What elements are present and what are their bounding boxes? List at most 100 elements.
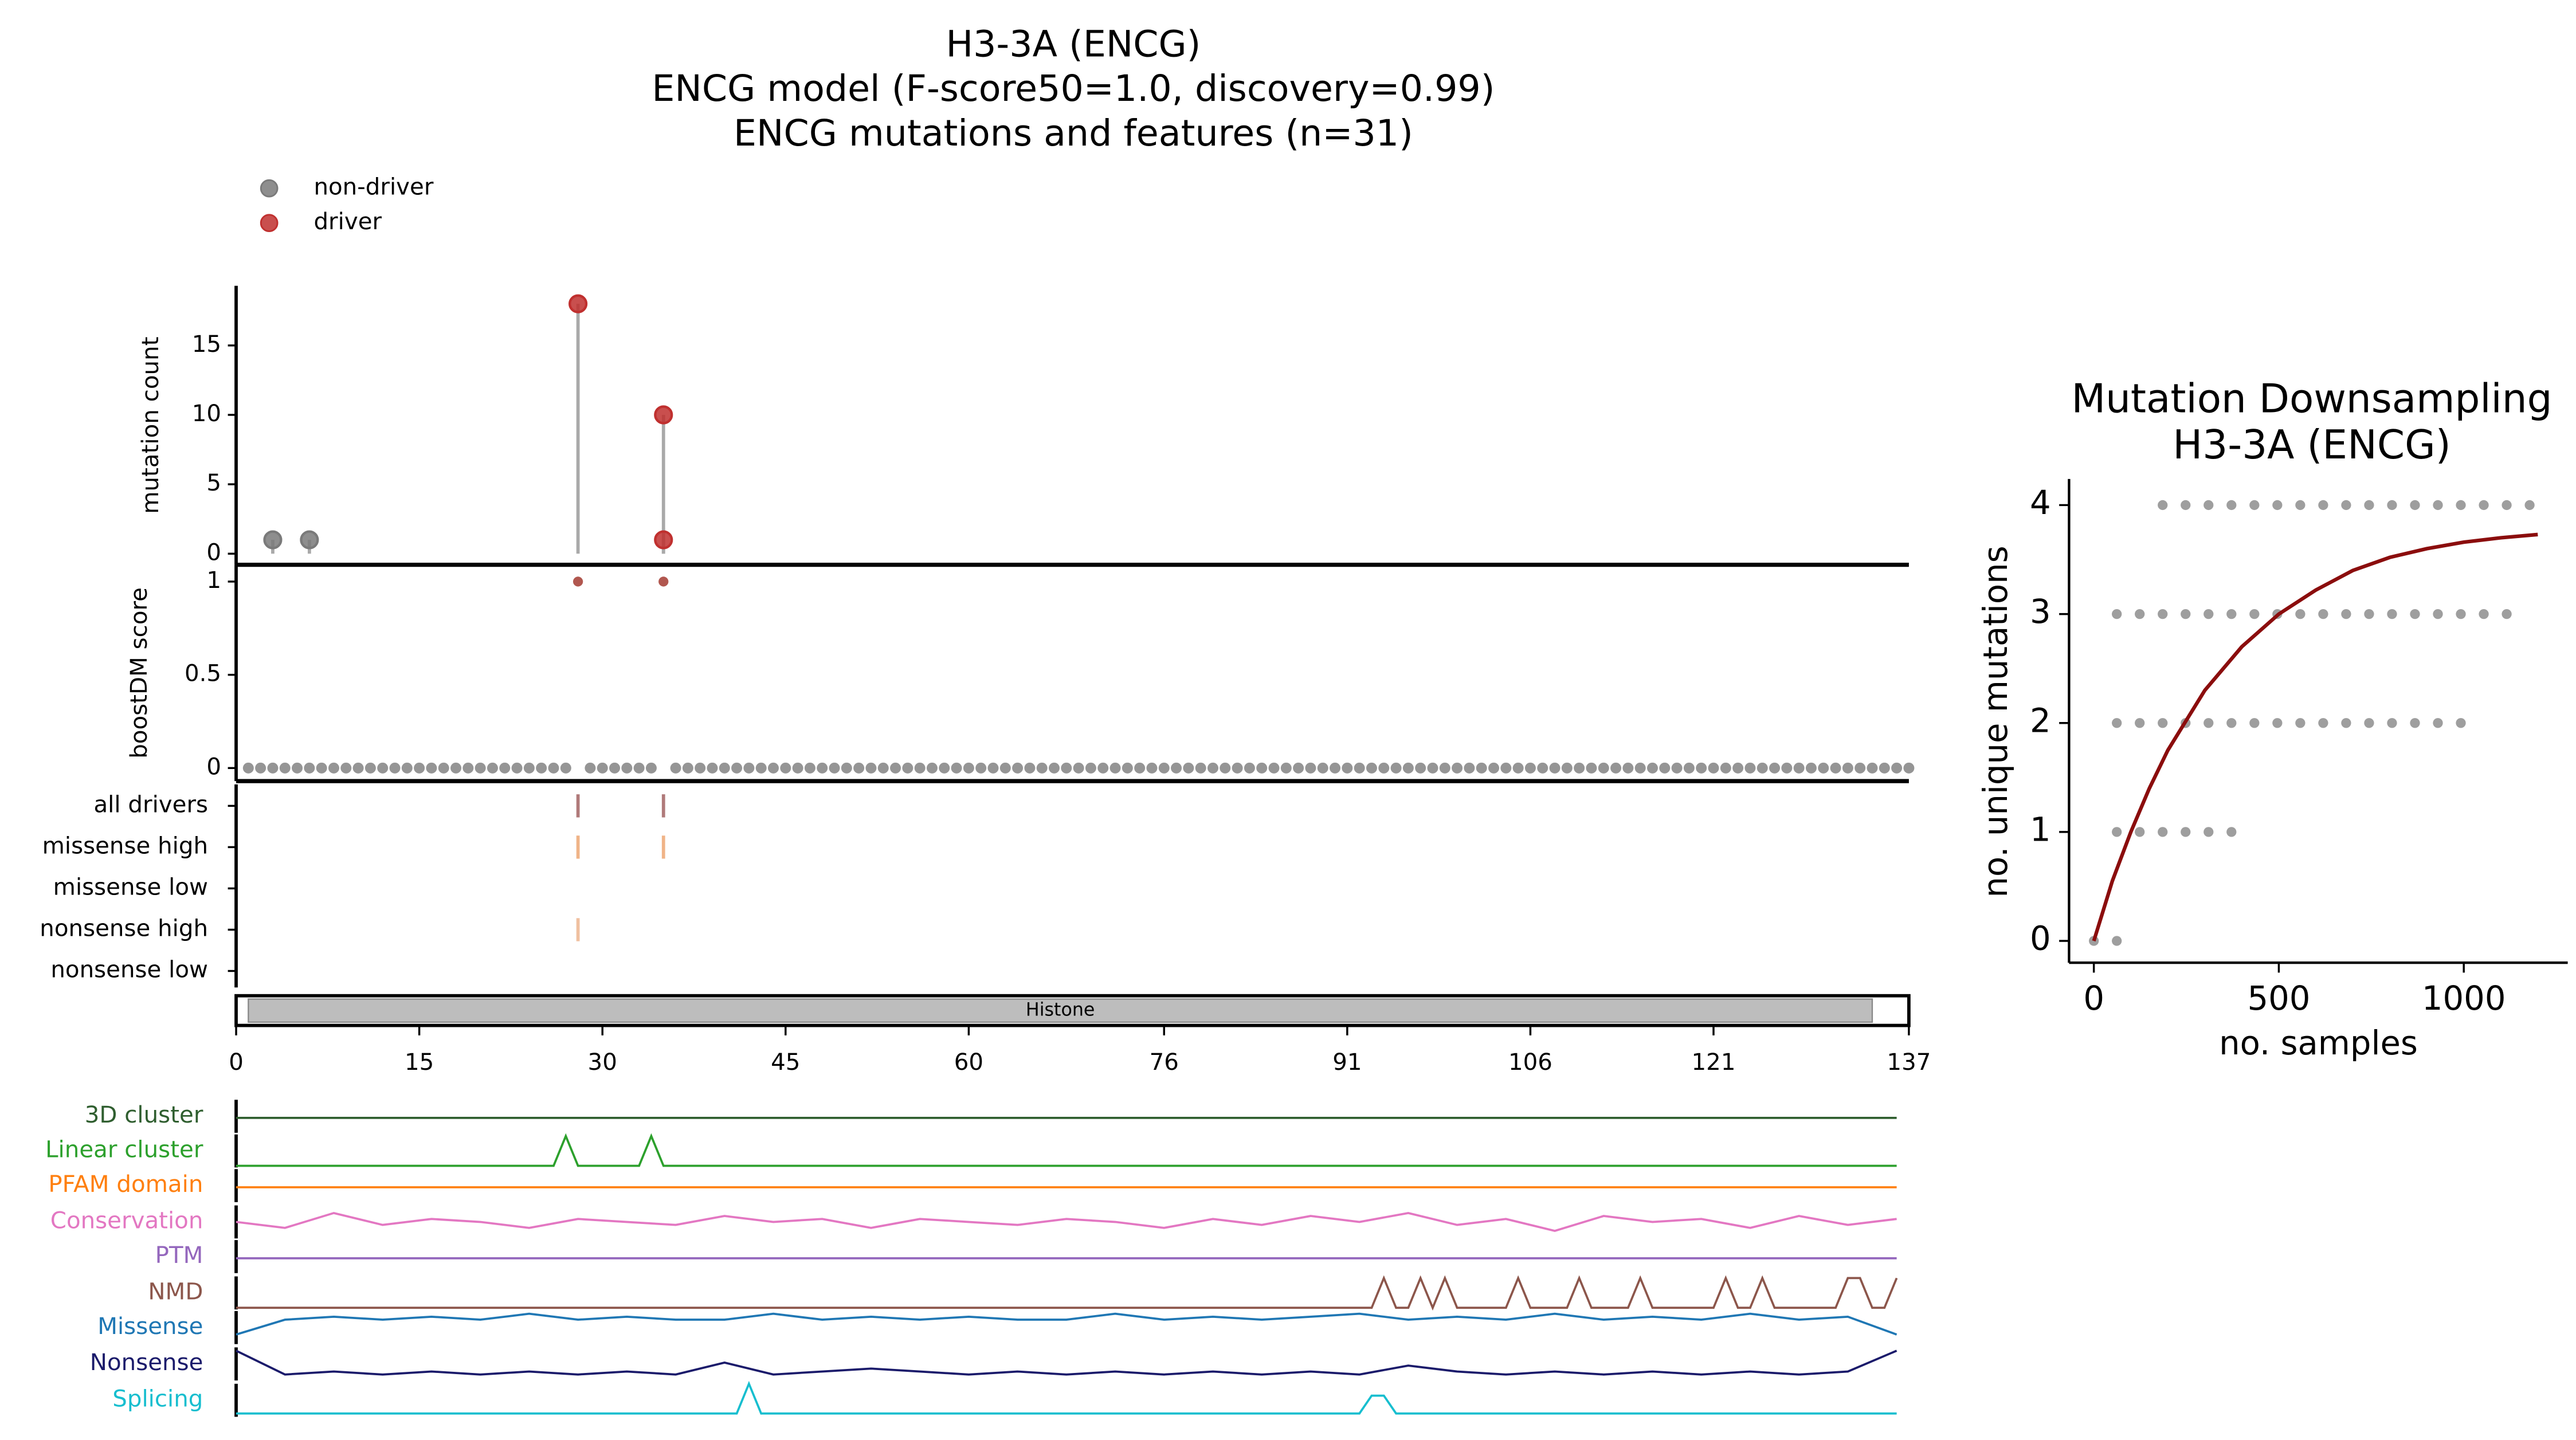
sample-point: [2158, 718, 2168, 728]
score-point: [1390, 762, 1402, 774]
score-point: [401, 762, 413, 774]
score-point: [1378, 762, 1390, 774]
score-point: [1073, 762, 1084, 774]
sample-point: [2272, 718, 2283, 728]
score-point: [1146, 762, 1158, 774]
score-point: [1109, 762, 1121, 774]
score-point: [1842, 762, 1853, 774]
score-point: [1561, 762, 1573, 774]
score-point: [951, 762, 962, 774]
feature-label: Linear cluster: [45, 1136, 203, 1163]
score-point: [1061, 762, 1072, 774]
score-point: [1781, 762, 1793, 774]
sample-point: [2524, 500, 2535, 511]
score-point: [1659, 762, 1671, 774]
score-point: [536, 762, 547, 774]
score-point: [987, 762, 999, 774]
score-point: [609, 762, 621, 774]
score-point: [1256, 762, 1268, 774]
score-point: [743, 762, 755, 774]
score-point: [1696, 762, 1707, 774]
sample-point: [2456, 609, 2466, 619]
sample-point: [2181, 609, 2191, 619]
sample-point: [2249, 500, 2260, 511]
sample-point: [2112, 827, 2122, 837]
score-point: [1342, 762, 1353, 774]
sample-point: [2203, 718, 2214, 728]
score-point: [450, 762, 462, 774]
y-axis-label: no. unique mutations: [1977, 546, 2015, 897]
score-point: [999, 762, 1011, 774]
score-point: [1439, 762, 1450, 774]
sample-point: [2112, 718, 2122, 728]
score-point: [658, 576, 669, 587]
feature-label: Missense: [97, 1313, 203, 1340]
score-point: [1207, 762, 1218, 774]
score-point: [1708, 762, 1719, 774]
sample-point: [2181, 827, 2191, 837]
sample-point: [2135, 718, 2145, 728]
score-point: [1402, 762, 1414, 774]
score-point: [1183, 762, 1194, 774]
sample-point: [2387, 500, 2397, 511]
sample-point: [2501, 609, 2512, 619]
score-point: [1354, 762, 1365, 774]
score-point: [438, 762, 449, 774]
score-point: [1500, 762, 1512, 774]
sample-point: [2364, 718, 2374, 728]
score-point: [389, 762, 401, 774]
track-label: nonsense low: [50, 956, 208, 983]
score-point: [1903, 762, 1915, 774]
sample-point: [2410, 609, 2420, 619]
score-point: [792, 762, 803, 774]
sample-point: [2158, 827, 2168, 837]
y-tick-label: 0: [2030, 920, 2051, 958]
sample-point: [2341, 500, 2351, 511]
score-point: [939, 762, 950, 774]
score-point: [352, 762, 364, 774]
x-tick-label: 15: [405, 1049, 434, 1076]
score-point: [1793, 762, 1805, 774]
score-point: [682, 762, 693, 774]
sample-point: [2364, 609, 2374, 619]
chart-title: H3-3A (ENCG): [946, 22, 1201, 65]
score-point: [877, 762, 889, 774]
score-point: [475, 762, 486, 774]
score-point: [1232, 762, 1243, 774]
sample-point: [2249, 718, 2260, 728]
score-point: [1452, 762, 1463, 774]
score-point: [1744, 762, 1756, 774]
sample-point: [2456, 718, 2466, 728]
score-point: [963, 762, 974, 774]
score-point: [767, 762, 779, 774]
sample-point: [2112, 609, 2122, 619]
x-tick-label: 76: [1150, 1049, 1179, 1076]
score-point: [426, 762, 437, 774]
score-point: [548, 762, 559, 774]
sample-point: [2295, 500, 2306, 511]
track-label: all drivers: [93, 791, 208, 818]
score-point: [1622, 762, 1634, 774]
y-tick-label: 0: [206, 753, 221, 780]
score-point: [511, 762, 523, 774]
y-tick-label: 2: [2030, 701, 2051, 740]
score-point: [780, 762, 791, 774]
sample-point: [2387, 609, 2397, 619]
score-point: [1476, 762, 1487, 774]
lollipop-head: [568, 294, 588, 313]
lollipop-head: [654, 405, 673, 425]
score-point: [1036, 762, 1048, 774]
legend-marker: [260, 179, 279, 198]
fit-curve: [2092, 532, 2538, 941]
score-point: [487, 762, 498, 774]
score-point: [621, 762, 633, 774]
score-point: [1012, 762, 1024, 774]
score-point: [1122, 762, 1133, 774]
score-point: [1805, 762, 1817, 774]
score-point: [1537, 762, 1548, 774]
score-point: [853, 762, 865, 774]
sample-point: [2249, 609, 2260, 619]
score-point: [292, 762, 303, 774]
